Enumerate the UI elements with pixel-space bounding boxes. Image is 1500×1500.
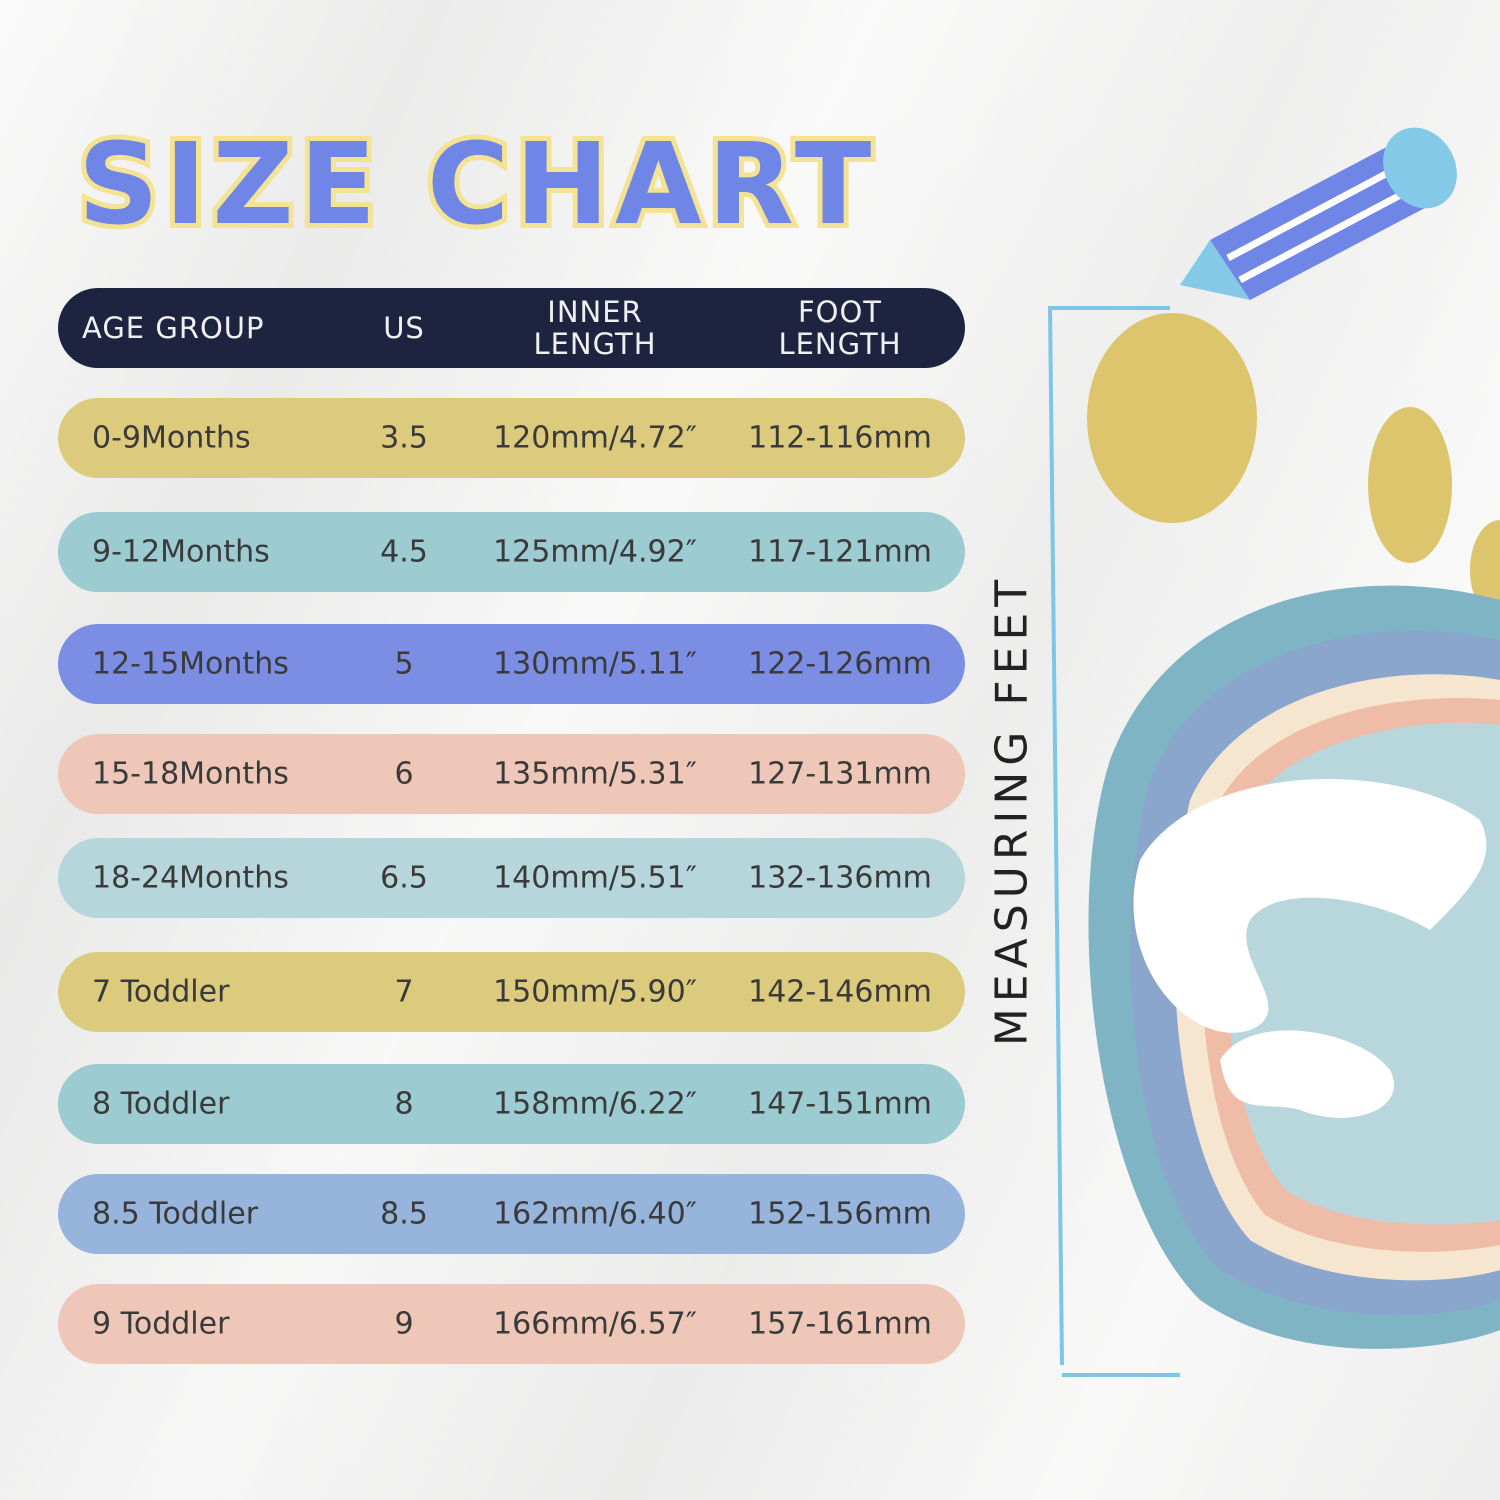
cell-age-group: 9 Toddler: [92, 1306, 230, 1342]
header-age-group: AGE GROUP: [82, 311, 265, 345]
table-row: 12-15Months 5 130mm/5.11″ 122-126mm: [58, 624, 965, 704]
table-row: 15-18Months 6 135mm/5.31″ 127-131mm: [58, 734, 965, 814]
table-row: 0-9Months 3.5 120mm/4.72″ 112-116mm: [58, 398, 965, 478]
table-row: 8 Toddler 8 158mm/6.22″ 147-151mm: [58, 1064, 965, 1144]
pencil-icon: [1180, 127, 1457, 300]
cell-age-group: 15-18Months: [92, 756, 289, 792]
ruler-bracket: [1048, 306, 1180, 1377]
header-inner-line2: LENGTH: [533, 327, 657, 361]
page-title: SIZE CHART: [73, 115, 878, 255]
measuring-feet-label: MEASURING FEET: [986, 573, 1038, 1047]
toe-big: [1087, 313, 1257, 523]
toe-small: [1368, 407, 1452, 563]
cell-age-group: 12-15Months: [92, 646, 289, 682]
table-row: 7 Toddler 7 150mm/5.90″ 142-146mm: [58, 952, 965, 1032]
cell-age-group: 7 Toddler: [92, 974, 230, 1010]
header-foot-line1: FOOT: [797, 295, 883, 329]
table-row: 9 Toddler 9 166mm/6.57″ 157-161mm: [58, 1284, 965, 1364]
table-row: 18-24Months 6.5 140mm/5.51″ 132-136mm: [58, 838, 965, 918]
cell-age-group: 8 Toddler: [92, 1086, 230, 1122]
cell-age-group: 18-24Months: [92, 860, 289, 896]
header-inner-line1: INNER: [547, 295, 643, 329]
cell-age-group: 9-12Months: [92, 534, 270, 570]
cell-age-group: 8.5 Toddler: [92, 1196, 259, 1232]
table-header: AGE GROUP US INNER LENGTH FOOT LENGTH: [58, 288, 965, 368]
header-foot-line2: LENGTH: [778, 327, 902, 361]
table-row: 8.5 Toddler 8.5 162mm/6.40″ 152-156mm: [58, 1174, 965, 1254]
cell-age-group: 0-9Months: [92, 420, 251, 456]
table-row: 9-12Months 4.5 125mm/4.92″ 117-121mm: [58, 512, 965, 592]
